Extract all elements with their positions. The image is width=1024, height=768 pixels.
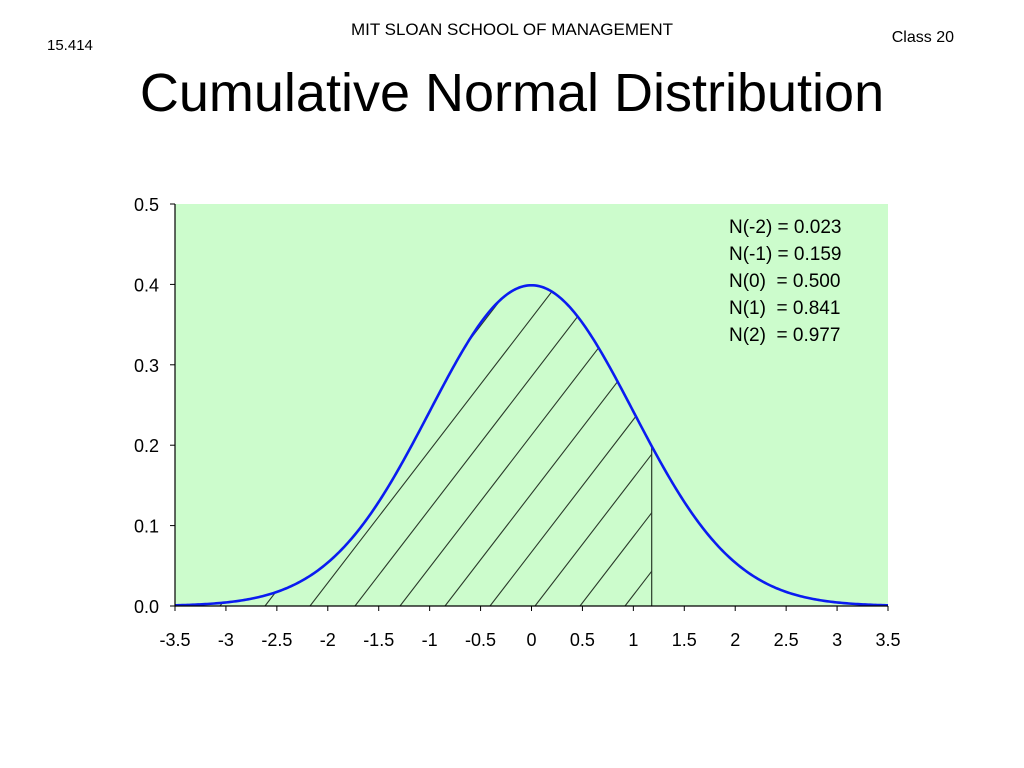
cdf-annotation: N(1) = 0.841 — [729, 298, 840, 319]
plot-area — [175, 204, 888, 606]
x-tick-label: -1.5 — [363, 630, 394, 650]
x-tick-label: 0 — [526, 630, 536, 650]
x-tick-label: -0.5 — [465, 630, 496, 650]
x-tick-label: -2.5 — [261, 630, 292, 650]
density-curve — [174, 283, 889, 607]
course-number: 15.414 — [47, 37, 93, 54]
y-axis-ticks: 0.0 0.1 0.2 0.3 0.4 0.5 — [134, 195, 175, 617]
x-tick-label: -3 — [218, 630, 234, 650]
y-tick-label: 0.3 — [134, 356, 159, 376]
school-header: MIT SLOAN SCHOOL OF MANAGEMENT — [350, 20, 674, 39]
y-tick-label: 0.5 — [134, 195, 159, 215]
x-tick-label: 3 — [832, 630, 842, 650]
x-axis-ticks: -3.5 -3 -2.5 -2 -1.5 -1 -0.5 0 0.5 1 1.5 2 2.5 3 3.5 — [159, 606, 901, 650]
x-tick-label: -2 — [320, 630, 336, 650]
hatch-line — [0, 86, 80, 606]
hatch-line — [940, 86, 1024, 606]
hatch-line — [489, 285, 652, 606]
cdf-annotation: N(-1) = 0.159 — [729, 244, 841, 265]
hatch-line — [985, 86, 1024, 606]
x-tick-label: 1.5 — [672, 630, 697, 650]
slide-title: Cumulative Normal Distribution — [139, 63, 885, 123]
class-label: Class 20 — [891, 29, 954, 46]
x-tick-label: -3.5 — [159, 630, 190, 650]
cdf-annotation: N(-2) = 0.023 — [729, 217, 841, 238]
x-tick-label: 0.5 — [570, 630, 595, 650]
x-tick-label: 3.5 — [875, 630, 900, 650]
cdf-annotations: N(-2) = 0.023 N(-1) = 0.159 N(0) = 0.500 N(… — [729, 217, 841, 346]
hatch-line — [354, 285, 652, 606]
cdf-annotation: N(2) = 0.977 — [729, 325, 840, 346]
hatch-line — [534, 285, 652, 606]
x-tick-label: 2.5 — [774, 630, 799, 650]
x-tick-label: -1 — [422, 630, 438, 650]
hatch-line — [579, 285, 652, 606]
y-tick-label: 0.2 — [134, 436, 159, 456]
cdf-annotation: N(0) = 0.500 — [729, 271, 840, 292]
y-tick-label: 0.4 — [134, 275, 159, 295]
hatch-line — [895, 86, 1024, 606]
x-tick-label: 2 — [730, 630, 740, 650]
hatch-line — [0, 86, 35, 606]
hatch-line — [0, 86, 125, 606]
y-tick-label: 0.1 — [134, 517, 159, 537]
y-tick-label: 0.0 — [134, 597, 159, 617]
hatch-line — [309, 285, 652, 606]
x-tick-label: 1 — [628, 630, 638, 650]
